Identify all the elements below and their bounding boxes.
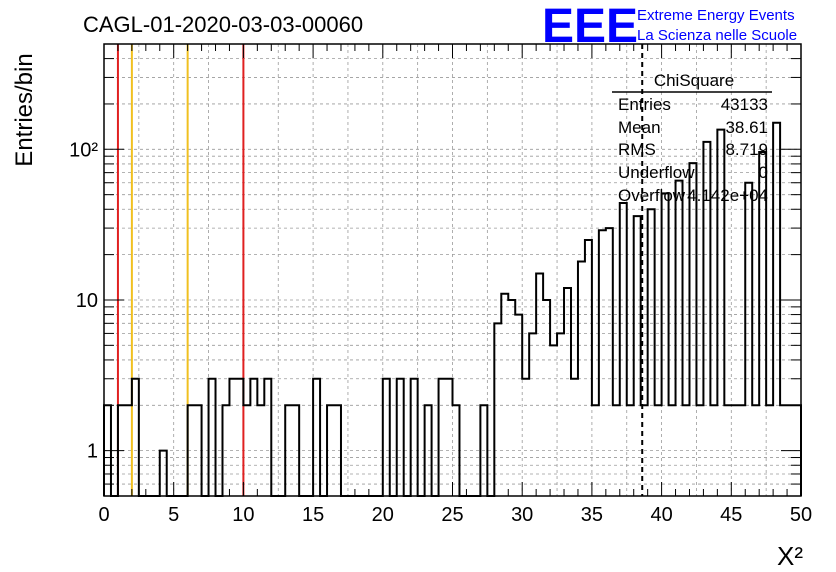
x-tick-label: 10 [232,504,254,526]
histogram-bin [606,228,613,496]
logo-line2: La Scienza nelle Scuole [637,27,797,44]
histogram-bin [634,216,641,496]
stats-value-underflow: 0 [759,163,768,182]
histogram-bin [564,288,571,496]
histogram-bin [557,333,564,496]
stats-label-rms: RMS [618,140,656,159]
x-tick-label: 45 [720,504,742,526]
y-axis-label: Entries/bin [11,53,38,166]
histogram-bin [501,294,508,496]
x-tick-label: 30 [511,504,533,526]
histogram-bin [571,379,578,496]
eee-logo: EEE Extreme Energy Events La Scienza nel… [542,0,797,53]
histogram-bin [550,345,557,496]
x-tick-label: 20 [372,504,394,526]
x-tick-label: 40 [650,504,672,526]
histogram-bin [250,379,257,496]
histogram-bin [648,209,655,496]
logo-letters: EEE [542,0,638,53]
histogram-bin [446,379,453,496]
stats-value-overflow: 4.142e+04 [687,186,768,205]
y-tick-label: 10² [69,139,98,161]
reference-lines [116,44,644,496]
x-axis-label: X² [777,541,803,571]
logo-line1: Extreme Energy Events [637,7,795,24]
histogram-bin [717,130,724,496]
chart-title: CAGL-01-2020-03-03-00060 [83,12,363,37]
y-tick-label: 10 [76,290,98,312]
x-tick-label: 0 [98,504,109,526]
histogram-bin [543,300,550,496]
histogram-bin [745,183,752,496]
histogram-bin [773,123,780,496]
histogram-bin [383,379,390,496]
x-tick-label: 35 [581,504,603,526]
histogram-bin [397,379,404,496]
y-tick-label: 1 [87,441,98,463]
stats-value-rms: 8.719 [725,140,768,159]
x-tick-label: 15 [302,504,324,526]
histogram-bin [620,203,627,496]
histogram-bin [313,379,320,496]
stats-label-mean: Mean [618,118,661,137]
histogram-bin [599,230,606,496]
histogram-bin [264,379,271,496]
histogram-bin [494,323,501,496]
histogram-bin [689,163,696,496]
stats-box: ChiSquare Entries 43133 Mean 38.61 RMS 8… [612,71,772,205]
stats-value-entries: 43133 [721,95,768,114]
stats-label-entries: Entries [618,95,671,114]
stats-header: ChiSquare [654,71,734,90]
axis-ticks: 0 5 10 15 20 25 30 35 40 45 50 1 10 10² [69,44,812,526]
histogram-bin [236,379,243,496]
histogram-bin [411,379,418,496]
histogram-bin [529,333,536,496]
stats-value-mean: 38.61 [725,118,768,137]
histogram-bin [508,300,515,496]
x-tick-label: 25 [441,504,463,526]
stats-label-overflow: Overflow [618,186,686,205]
x-tick-label: 50 [790,504,812,526]
stats-label-underflow: Underflow [618,163,695,182]
histogram-bin [522,379,529,496]
histogram-bin [132,379,139,496]
x-tick-label: 5 [168,504,179,526]
histogram-bin [439,379,446,496]
histogram-bin [209,379,216,496]
histogram-bin [229,379,236,496]
